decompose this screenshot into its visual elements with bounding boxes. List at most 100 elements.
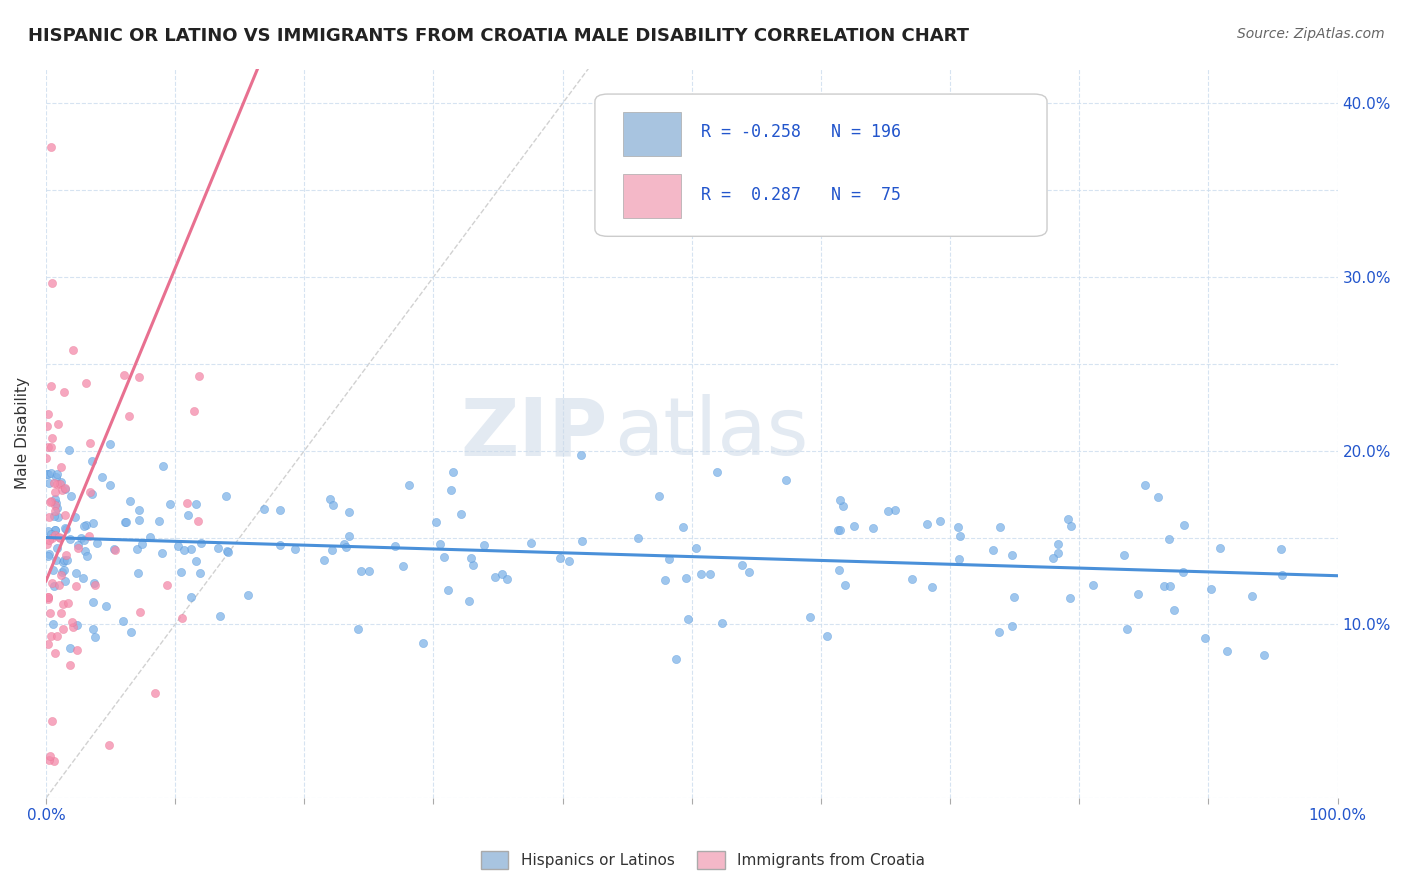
Point [41,379,63,393]
Point [79,485,101,500]
Point [900,572,922,586]
Point [1081,577,1104,591]
Point [38,509,60,524]
Point [60,489,83,503]
Point [1153,579,1175,593]
Point [49,459,72,474]
Point [45,553,67,567]
Point [1116,622,1139,636]
Point [45,496,67,510]
Point [39,748,62,763]
Point [44,484,66,499]
Point [186,497,208,511]
Point [66,618,89,632]
Point [44,523,66,537]
Point [1270,541,1292,556]
Point [91,470,114,484]
Point [827,524,849,538]
Point [129,606,152,620]
Point [49,606,72,620]
Point [53,481,76,495]
Point [710,616,733,631]
Point [1163,603,1185,617]
Point [392,559,415,574]
Point [59,658,82,673]
Point [72,571,94,585]
Point [1157,533,1180,547]
Point [384,539,406,553]
Point [143,686,166,700]
Point [46,541,69,556]
Point [37,524,59,538]
Point [166,539,188,553]
Point [46,477,69,491]
Point [337,505,360,519]
Text: R =  0.287   N =  75: R = 0.287 N = 75 [700,186,901,203]
Point [425,515,447,529]
Point [1059,591,1081,605]
Point [775,473,797,487]
Point [1173,517,1195,532]
Legend: Hispanics or Latinos, Immigrants from Croatia: Hispanics or Latinos, Immigrants from Cr… [475,845,931,875]
Point [112,614,135,628]
Point [170,611,193,625]
Point [62,615,84,629]
Point [458,594,481,608]
Point [676,612,699,626]
Point [170,565,193,579]
Point [460,551,482,566]
Point [188,566,211,580]
Point [75,544,97,558]
Point [495,572,517,586]
Point [484,570,506,584]
Point [654,574,676,588]
Point [58,641,80,656]
Point [988,624,1011,639]
Point [44,504,66,518]
Point [53,574,76,588]
Point [730,558,752,572]
Point [46,467,69,481]
Point [65,566,87,580]
Point [337,528,360,542]
Point [104,543,127,558]
Point [118,409,141,424]
Point [48,578,70,592]
Point [949,529,972,543]
Point [1114,549,1136,563]
Point [626,531,648,545]
Point [440,483,463,498]
Point [472,538,495,552]
Text: R = -0.258   N = 196: R = -0.258 N = 196 [700,123,901,141]
Point [1135,477,1157,491]
Point [48,530,70,544]
Point [82,595,104,609]
Point [862,521,884,535]
Point [76,549,98,563]
Point [159,497,181,511]
Point [156,577,179,591]
Point [412,636,434,650]
Point [335,541,357,555]
Point [45,470,67,484]
Point [41,714,63,728]
Point [1159,579,1181,593]
Point [44,523,66,537]
Point [86,536,108,550]
Point [180,591,202,605]
Point [38,476,60,491]
Point [215,544,238,558]
Y-axis label: Male Disability: Male Disability [15,377,30,490]
Point [46,417,69,432]
Point [569,448,592,462]
Point [706,465,728,479]
Point [359,564,381,578]
Point [519,536,541,550]
Point [53,508,76,522]
Point [39,441,62,455]
Point [832,499,855,513]
Point [128,503,150,517]
Point [51,475,73,490]
Point [62,620,84,634]
Point [128,369,150,384]
